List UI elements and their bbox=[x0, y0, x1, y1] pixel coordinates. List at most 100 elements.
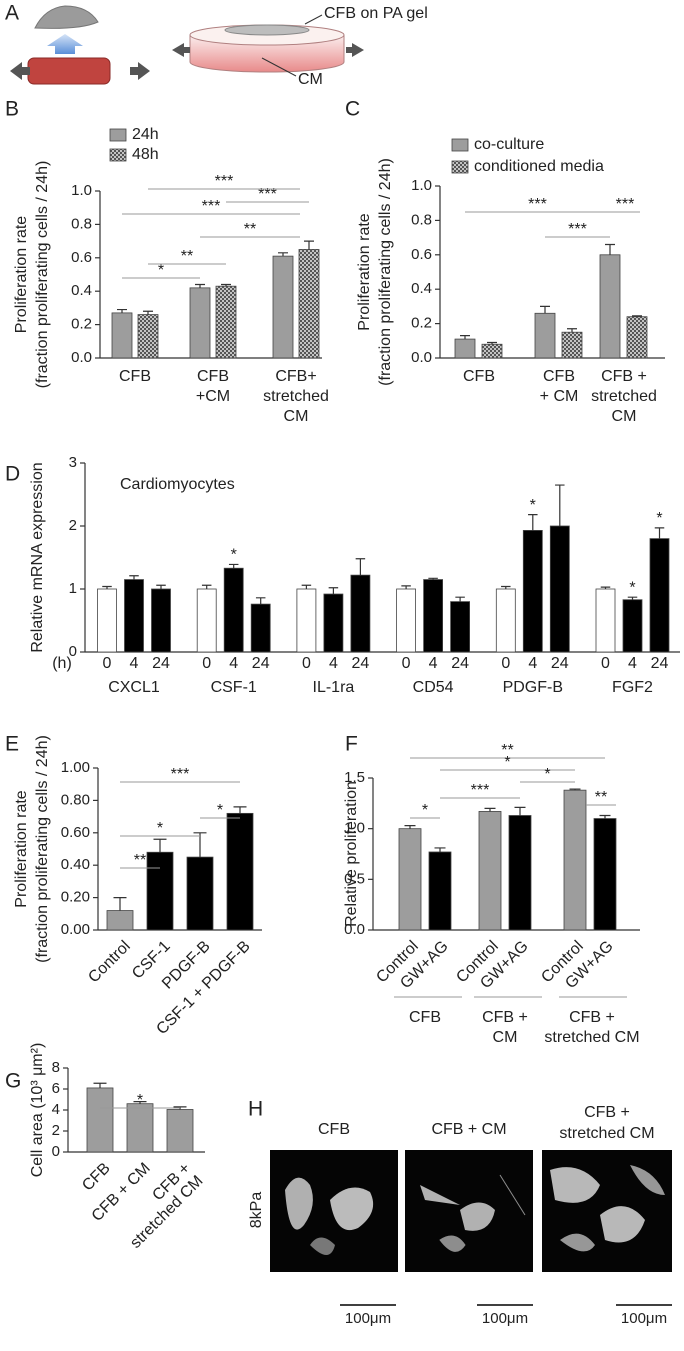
bar bbox=[534, 312, 556, 359]
y-tick-label: 1.0 bbox=[71, 182, 92, 199]
bar bbox=[398, 828, 422, 931]
bar bbox=[146, 851, 174, 931]
chart: D 0 1 2 3 Relative mRNA expression Cardiomyocy… bbox=[5, 454, 680, 696]
panel-label: F bbox=[345, 733, 358, 756]
bar bbox=[137, 314, 159, 359]
legend-swatch bbox=[451, 160, 469, 174]
error-bar bbox=[501, 585, 511, 589]
x-tick-label: CFB bbox=[197, 368, 229, 385]
error-bar bbox=[133, 1101, 147, 1104]
y-tick-label: 0.5 bbox=[344, 870, 365, 887]
x-tick-label: CFB bbox=[79, 1160, 114, 1195]
cardiomyocyte bbox=[27, 57, 111, 85]
image-title: CFB bbox=[318, 1121, 350, 1138]
error-bar bbox=[355, 558, 366, 576]
bar bbox=[186, 856, 214, 931]
error-bar bbox=[599, 814, 611, 819]
significance-label: *** bbox=[528, 196, 547, 213]
arrow bbox=[130, 62, 150, 80]
y-tick-label: 0.0 bbox=[411, 349, 432, 366]
significance-label: * bbox=[530, 497, 536, 514]
micrograph bbox=[270, 1150, 398, 1272]
micrograph bbox=[542, 1150, 672, 1272]
x-tick-label: stretched bbox=[591, 388, 657, 405]
gel bbox=[224, 24, 310, 36]
arrow bbox=[10, 62, 30, 80]
bar bbox=[298, 249, 320, 359]
bar bbox=[166, 1109, 194, 1153]
bar bbox=[272, 255, 294, 359]
y-tick-label: 0.0 bbox=[344, 921, 365, 938]
bar bbox=[250, 603, 271, 653]
y-tick-label: 1.0 bbox=[344, 820, 365, 837]
x-tick-label: +CM bbox=[196, 388, 230, 405]
error-bar bbox=[153, 838, 167, 853]
error-bar bbox=[555, 484, 565, 526]
error-bar bbox=[93, 1082, 107, 1088]
x-tick-label: CFB + bbox=[569, 1009, 615, 1026]
x-tick-label: CFB bbox=[463, 368, 495, 385]
y-tick-label: 0 bbox=[69, 643, 77, 660]
bar bbox=[423, 579, 444, 653]
error-bar bbox=[567, 328, 577, 333]
error-bar bbox=[129, 575, 139, 580]
x-tick-label: Control bbox=[85, 938, 134, 987]
significance-label: * bbox=[157, 820, 163, 837]
y-axis-label: (fraction proliferating cells / 24h) bbox=[34, 735, 51, 963]
error-bar bbox=[569, 788, 581, 791]
x-tick-label: 0 bbox=[501, 655, 510, 672]
error-bar bbox=[233, 806, 247, 814]
y-tick-label: 0.2 bbox=[71, 316, 92, 333]
significance-label: ** bbox=[244, 221, 256, 238]
x-tick-label: CM bbox=[493, 1029, 518, 1046]
bar bbox=[508, 815, 532, 931]
panel-label: A bbox=[5, 2, 19, 25]
y-tick-label: 0.80 bbox=[61, 791, 90, 808]
image-title: CFB + CM bbox=[431, 1121, 506, 1138]
y-tick-label: 0.4 bbox=[411, 280, 432, 297]
significance-label: * bbox=[158, 262, 164, 279]
error-bar bbox=[600, 586, 611, 589]
significance-label: * bbox=[656, 510, 662, 527]
bar bbox=[454, 338, 476, 359]
y-tick-label: 0.6 bbox=[71, 249, 92, 266]
x-tick-label: CFB bbox=[543, 368, 575, 385]
error-bar bbox=[143, 310, 153, 315]
y-axis-label: Proliferation rate bbox=[13, 790, 30, 907]
x-tick-label: CM bbox=[612, 408, 637, 425]
error-bar bbox=[434, 847, 446, 852]
error-bar bbox=[195, 283, 205, 288]
significance-label: * bbox=[217, 802, 223, 819]
significance-label: *** bbox=[616, 196, 635, 213]
y-axis-label: Proliferation rate bbox=[13, 216, 30, 333]
scale-label: 100μm bbox=[345, 1310, 391, 1327]
significance-label: ** bbox=[501, 742, 513, 759]
significance-label: *** bbox=[202, 198, 221, 215]
arrow bbox=[172, 43, 190, 57]
legend-label: conditioned media bbox=[474, 158, 604, 175]
significance-label: * bbox=[422, 802, 428, 819]
panel-h: H CFB CFB + CM CFB + stretched CM 8kPa 1… bbox=[248, 1098, 672, 1327]
bar bbox=[649, 538, 670, 653]
error-bar bbox=[514, 806, 526, 816]
bar bbox=[626, 316, 648, 359]
error-bar bbox=[404, 825, 416, 829]
significance-label: * bbox=[544, 766, 550, 783]
significance-label: * bbox=[137, 1092, 143, 1109]
panel-label: D bbox=[5, 463, 20, 486]
x-tick-label: 4 bbox=[229, 655, 238, 672]
bar bbox=[323, 593, 344, 653]
image-title: stretched CM bbox=[559, 1125, 654, 1142]
bar bbox=[481, 343, 503, 359]
bar bbox=[223, 567, 244, 653]
legend-label: co-culture bbox=[474, 136, 544, 153]
y-tick-label: 0.60 bbox=[61, 824, 90, 841]
x-tick-label: CM bbox=[284, 408, 309, 425]
x-tick-label: CXCL1 bbox=[108, 679, 160, 696]
diagram-label: CM bbox=[298, 71, 323, 88]
x-tick-label: CFB + bbox=[482, 1009, 528, 1026]
x-tick-label: 0 bbox=[202, 655, 211, 672]
error-bar bbox=[113, 897, 127, 911]
arrow bbox=[47, 34, 83, 54]
